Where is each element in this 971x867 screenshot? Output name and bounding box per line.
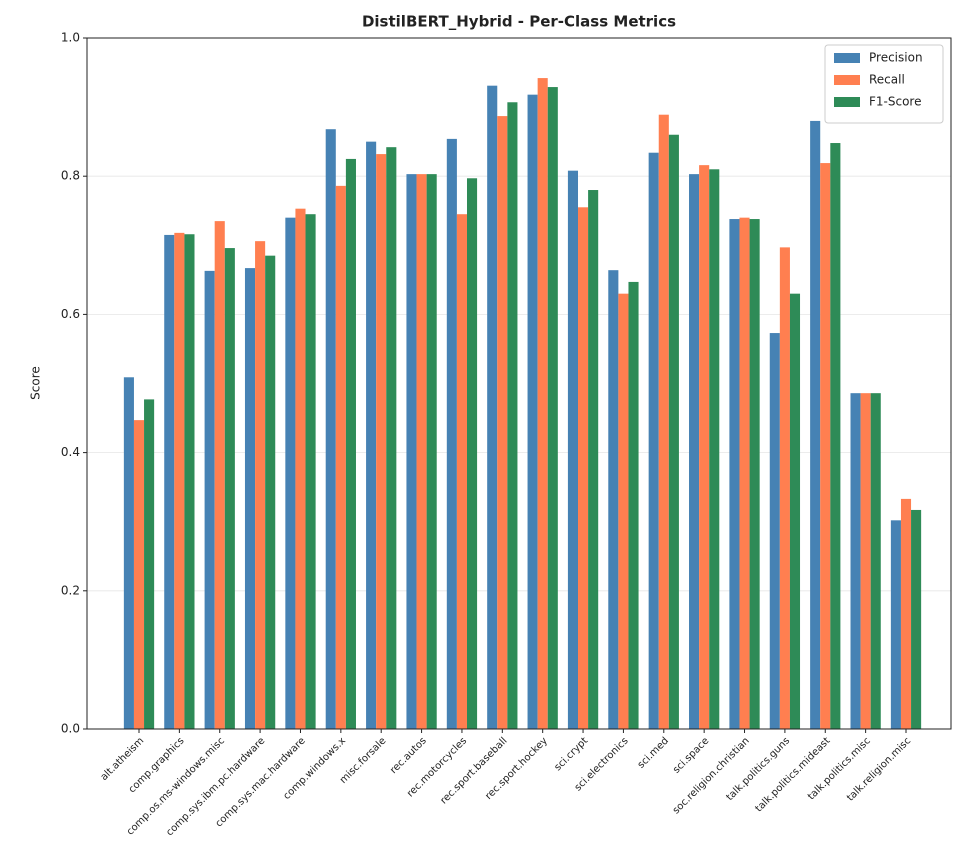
x-tick-label: rec.autos	[388, 735, 429, 776]
x-tick-label: talk.politics.mideast	[754, 735, 833, 814]
legend-swatch	[834, 53, 860, 63]
bar	[537, 78, 548, 729]
bar	[174, 232, 185, 729]
bar	[466, 178, 478, 729]
bar	[779, 247, 790, 730]
bar	[456, 214, 467, 729]
bar	[668, 134, 679, 730]
y-tick-label: 0.8	[61, 169, 80, 183]
bar	[487, 85, 498, 729]
bar	[335, 185, 346, 729]
x-tick-label: soc.religion.christian	[671, 735, 752, 816]
y-tick-label: 0.0	[61, 722, 80, 736]
bar	[244, 268, 256, 729]
chart-title: DistilBERT_Hybrid - Per-Class Metrics	[362, 13, 676, 31]
bar	[446, 138, 457, 730]
bar	[820, 163, 831, 730]
bar	[285, 217, 296, 729]
bar	[255, 241, 266, 730]
bar	[144, 399, 155, 729]
bar	[547, 87, 558, 730]
legend-label: Precision	[869, 51, 923, 65]
bar	[325, 129, 336, 729]
bar	[618, 293, 629, 729]
bar	[830, 143, 841, 730]
bar	[184, 234, 195, 729]
bar	[810, 120, 821, 730]
bar	[870, 393, 881, 729]
bar	[305, 214, 316, 729]
bar	[224, 248, 235, 729]
bar	[406, 174, 417, 729]
legend-label: F1-Score	[869, 95, 921, 109]
bar	[860, 393, 871, 729]
legend-label: Recall	[869, 73, 905, 87]
bar	[769, 333, 780, 729]
bar	[214, 221, 225, 730]
bar	[900, 498, 912, 729]
bar	[386, 147, 397, 730]
y-tick-label: 0.6	[61, 307, 80, 321]
bar	[648, 152, 659, 729]
x-tick-label: rec.sport.baseball	[439, 735, 510, 806]
bar	[709, 169, 720, 730]
x-tick-label: sci.crypt	[552, 735, 590, 773]
bar	[749, 219, 760, 730]
bar	[588, 190, 599, 729]
bar	[123, 377, 134, 729]
bar	[689, 174, 700, 729]
bar	[567, 170, 579, 729]
y-tick-label: 0.2	[61, 583, 80, 597]
bar	[416, 174, 427, 729]
bar	[345, 158, 356, 730]
bar	[729, 219, 740, 730]
y-axis-label: Score	[29, 366, 43, 400]
bar	[295, 208, 306, 729]
bar	[426, 174, 437, 729]
bar	[608, 270, 619, 729]
x-tick-label: sci.med	[636, 735, 671, 770]
bar	[911, 509, 922, 729]
bar	[204, 270, 215, 729]
bar	[133, 420, 145, 729]
bar	[265, 255, 276, 730]
legend-swatch	[834, 75, 860, 85]
y-tick-label: 1.0	[61, 31, 80, 45]
bar	[658, 114, 669, 730]
bar	[699, 165, 710, 730]
x-tick-label: sci.space	[671, 735, 711, 775]
bar	[739, 217, 750, 729]
bar	[628, 281, 639, 729]
bar	[789, 293, 801, 729]
bar	[164, 234, 175, 729]
y-tick-label: 0.4	[61, 445, 80, 459]
bar	[366, 141, 377, 729]
bar	[850, 393, 861, 729]
legend-swatch	[834, 97, 860, 107]
bar	[890, 520, 901, 729]
bar	[376, 154, 387, 729]
bar	[507, 102, 518, 729]
bar	[497, 116, 508, 729]
bar	[527, 94, 538, 730]
plot-frame	[86, 37, 952, 730]
bar	[578, 207, 589, 730]
